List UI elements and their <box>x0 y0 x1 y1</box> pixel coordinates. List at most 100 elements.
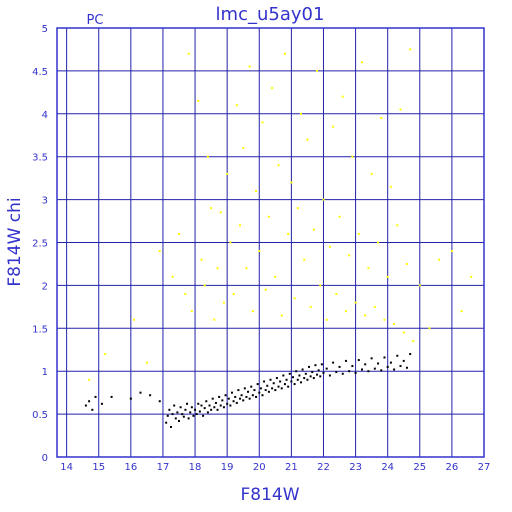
black-point <box>269 378 272 381</box>
black-point <box>338 365 341 368</box>
yellow-point <box>383 318 386 321</box>
black-point <box>221 399 224 402</box>
black-point <box>409 353 412 356</box>
black-point <box>272 382 275 385</box>
black-point <box>243 387 246 390</box>
black-point <box>316 373 319 376</box>
y-tick-label: 3.5 <box>32 153 48 164</box>
black-point <box>232 400 235 403</box>
yellow-point <box>389 185 392 188</box>
black-point <box>186 402 189 405</box>
yellow-point <box>328 245 331 248</box>
black-point <box>306 378 309 381</box>
corner-label: PC <box>87 13 104 28</box>
yellow-point <box>197 99 200 102</box>
yellow-point <box>104 353 107 356</box>
black-point <box>293 383 296 386</box>
yellow-point <box>229 241 232 244</box>
yellow-point <box>203 284 206 287</box>
y-tick-label: 0.5 <box>32 410 48 421</box>
black-point <box>174 417 177 420</box>
black-point <box>200 404 203 407</box>
black-point <box>314 364 317 367</box>
black-point <box>285 378 288 381</box>
x-tick-label: 21 <box>285 462 298 473</box>
black-point <box>300 381 302 384</box>
black-point <box>322 371 325 374</box>
x-tick-label: 15 <box>92 462 105 473</box>
black-point <box>373 367 376 370</box>
yellow-point <box>219 211 222 214</box>
black-point <box>367 370 370 373</box>
black-point <box>377 362 380 365</box>
x-tick-label: 16 <box>124 462 137 473</box>
y-tick-labels: 0 0.5 1 1.5 2 2.5 3 3.5 4 4.5 5 <box>32 24 48 464</box>
yellow-point <box>322 198 325 201</box>
yellow-point <box>364 314 367 317</box>
yellow-point <box>367 267 370 270</box>
black-point <box>84 404 87 407</box>
x-tick-label: 14 <box>60 462 73 473</box>
yellow-point <box>171 275 174 278</box>
yellow-point <box>200 258 203 261</box>
black-point <box>219 404 222 407</box>
yellow-point <box>187 52 190 55</box>
black-point <box>253 389 256 392</box>
black-point <box>168 408 171 411</box>
black-point <box>256 383 259 386</box>
black-point <box>94 395 97 398</box>
black-point <box>247 390 250 393</box>
black-point <box>335 371 338 374</box>
yellow-point <box>293 297 296 300</box>
black-point <box>213 406 216 409</box>
yellow-point <box>232 292 235 295</box>
black-points <box>84 353 412 428</box>
black-point <box>393 368 396 371</box>
yellow-point <box>222 301 225 304</box>
black-point <box>396 354 399 357</box>
black-point <box>227 397 230 400</box>
black-point <box>187 417 190 420</box>
yellow-point <box>210 207 213 210</box>
black-point <box>344 359 347 362</box>
yellow-point <box>325 318 328 321</box>
black-point <box>283 383 286 386</box>
yellow-point <box>178 232 180 235</box>
black-point <box>91 408 94 411</box>
black-point <box>328 374 331 377</box>
x-tick-label: 27 <box>478 462 491 473</box>
black-point <box>361 368 363 371</box>
black-point <box>210 408 213 411</box>
black-point <box>173 404 176 407</box>
yellow-point <box>344 310 347 313</box>
black-point <box>309 375 312 378</box>
yellow-point <box>283 52 286 55</box>
yellow-point <box>354 301 357 304</box>
y-tick-label: 1.5 <box>32 324 48 335</box>
yellow-point <box>248 65 251 68</box>
black-point <box>197 402 200 405</box>
yellow-points <box>88 48 473 381</box>
black-point <box>129 397 132 400</box>
yellow-point <box>361 61 363 64</box>
y-tick-label: 1 <box>42 367 48 378</box>
y-tick-label: 4 <box>42 110 48 121</box>
yellow-point <box>412 340 415 343</box>
black-point <box>320 363 323 366</box>
yellow-point <box>245 267 248 270</box>
yellow-point <box>274 275 277 278</box>
x-tick-labels: 14 15 16 17 18 19 20 21 22 23 24 25 26 27 <box>60 462 490 473</box>
yellow-point <box>438 258 441 261</box>
yellow-point <box>396 224 399 227</box>
black-point <box>149 394 152 397</box>
yellow-point <box>261 121 264 124</box>
y-tick-label: 5 <box>42 24 48 35</box>
yellow-point <box>377 241 380 244</box>
yellow-point <box>267 215 270 218</box>
yellow-point <box>206 155 209 158</box>
black-point <box>182 415 185 418</box>
yellow-point <box>418 284 421 287</box>
black-point <box>216 408 219 411</box>
black-point <box>194 408 197 411</box>
